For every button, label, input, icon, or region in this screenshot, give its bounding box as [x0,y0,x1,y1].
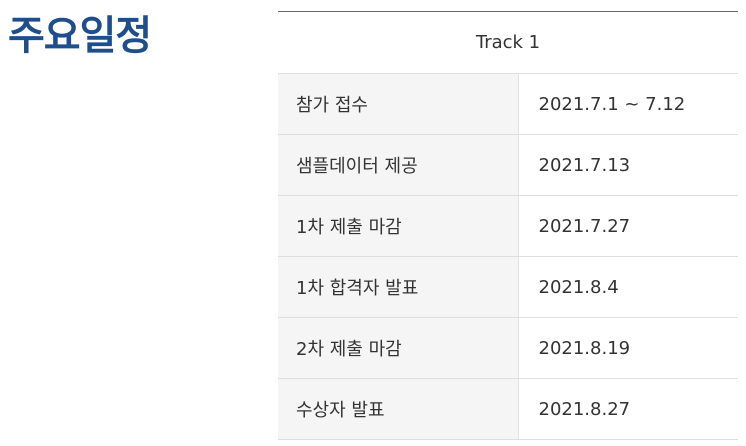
table-row: 1차 합격자 발표 2021.8.4 [278,256,738,318]
page-title: 주요일정 [8,13,152,59]
table-row: 수상자 발표 2021.8.27 [278,378,738,440]
schedule-date: 2021.7.27 [518,195,738,257]
schedule-label: 1차 제출 마감 [278,195,519,257]
table-row: 샘플데이터 제공 2021.7.13 [278,134,738,196]
table-row: 2차 제출 마감 2021.8.19 [278,317,738,379]
schedule-date: 2021.8.19 [518,317,738,379]
schedule-label: 1차 합격자 발표 [278,256,519,318]
schedule-label: 참가 접수 [278,73,519,135]
table-row: 1차 제출 마감 2021.7.27 [278,195,738,257]
table-row: 참가 접수 2021.7.1 ~ 7.12 [278,73,738,135]
schedule-label: 수상자 발표 [278,378,519,440]
schedule-label: 2차 제출 마감 [278,317,519,379]
schedule-date: 2021.8.4 [518,256,738,318]
schedule-date: 2021.8.27 [518,378,738,440]
schedule-date: 2021.7.13 [518,134,738,196]
schedule-table: Track 1 참가 접수 2021.7.1 ~ 7.12 샘플데이터 제공 2… [278,11,738,440]
schedule-date: 2021.7.1 ~ 7.12 [518,73,738,135]
track-header: Track 1 [278,11,738,74]
schedule-label: 샘플데이터 제공 [278,134,519,196]
table-header-row: Track 1 [278,11,738,74]
